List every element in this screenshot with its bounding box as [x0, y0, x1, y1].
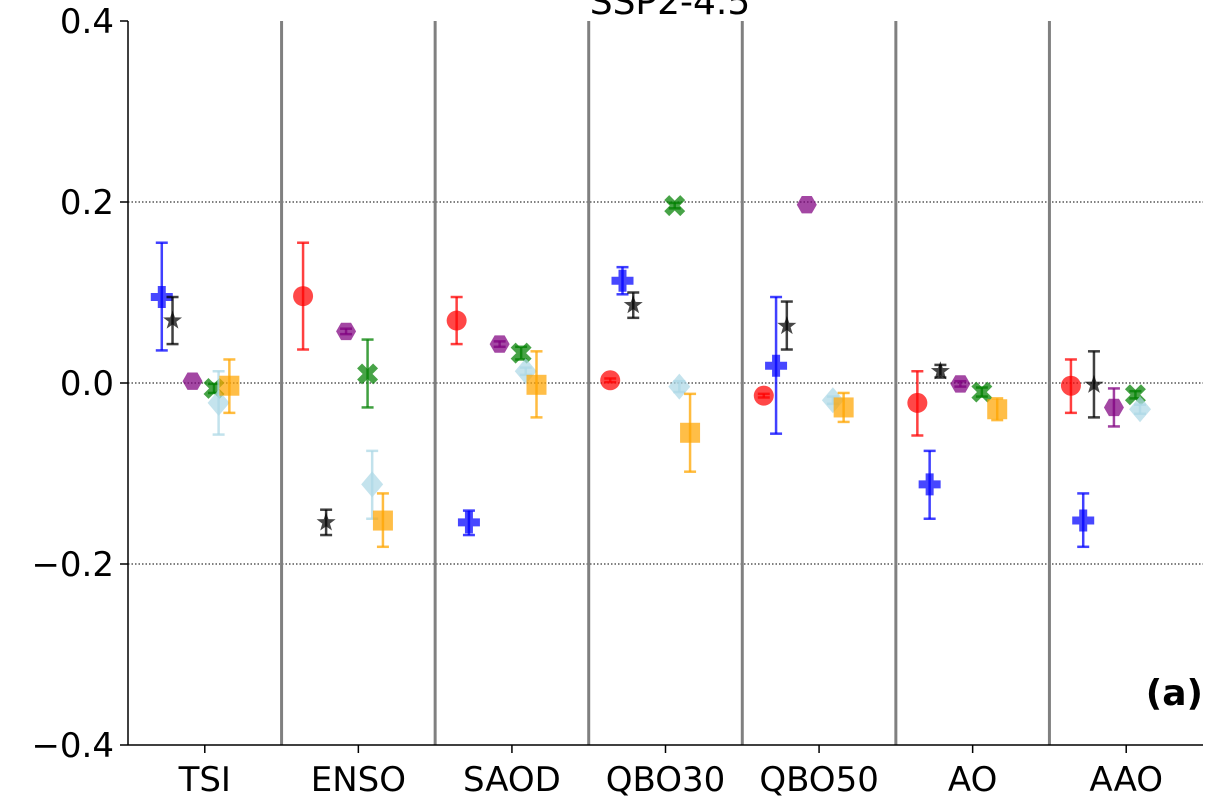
x-tick-label: TSI [178, 760, 231, 800]
circle-marker [907, 392, 928, 413]
data-point [777, 300, 797, 351]
data-point [457, 509, 480, 537]
square-marker [219, 375, 240, 396]
circle-marker [753, 385, 774, 406]
data-point [182, 372, 203, 390]
plus-marker [1072, 509, 1095, 532]
circle-marker [1060, 375, 1081, 396]
circle-marker [446, 310, 467, 331]
y-tick-label: 0.0 [60, 364, 114, 404]
data-point [489, 335, 510, 353]
data-point [219, 358, 240, 415]
data-point [623, 291, 643, 320]
data-point [930, 361, 950, 380]
data-point [600, 370, 621, 391]
star-marker [777, 315, 797, 335]
panel-label: (a) [1146, 673, 1203, 714]
plus-marker [457, 511, 480, 534]
square-marker [526, 374, 547, 395]
hexagon-marker [1103, 398, 1124, 417]
hexagon-marker [489, 335, 510, 353]
axes: 0.4 0.2 0.0 −0.2 −0.4 TSI ENSO SAOD QBO30 QBO50 AO… [31, 2, 1203, 800]
data-point [796, 196, 817, 214]
chart-title: SSP2-4.5 [590, 0, 751, 23]
plus-marker [150, 286, 173, 309]
x-marker [664, 195, 686, 217]
square-marker [372, 510, 393, 531]
data-point [668, 373, 691, 400]
data-point [207, 369, 230, 436]
category-separators [280, 21, 1051, 745]
circle-marker [293, 286, 314, 307]
data-point [753, 385, 774, 406]
circle-marker [600, 370, 621, 391]
x-marker [357, 363, 379, 385]
star-marker [316, 512, 336, 531]
x-tick-label: QBO30 [606, 760, 726, 800]
data-point [361, 449, 384, 520]
data-point [680, 392, 701, 473]
x-tick-label: SAOD [463, 760, 561, 800]
x-marker [510, 342, 532, 364]
data-point [833, 391, 854, 424]
data-point [163, 295, 183, 346]
y-tick-label: 0.2 [60, 183, 114, 223]
data-point [611, 265, 634, 296]
data-point [150, 241, 173, 352]
y-tick-label: −0.2 [31, 545, 114, 585]
grid-layer [128, 201, 1203, 565]
hexagon-marker [950, 375, 971, 393]
x-marker [971, 381, 993, 403]
data-point [316, 508, 336, 537]
star-marker [623, 295, 643, 314]
hexagon-marker [182, 372, 203, 390]
diamond-marker [207, 389, 230, 416]
data-point [765, 295, 788, 435]
star-marker [930, 361, 950, 380]
square-marker [833, 397, 854, 418]
plus-marker [765, 354, 788, 377]
data-point [664, 195, 686, 217]
data-point [293, 241, 314, 351]
data-point [336, 322, 357, 341]
plus-marker [611, 269, 634, 292]
data-point [1103, 387, 1124, 428]
data-point [907, 369, 928, 437]
data-point [1072, 492, 1095, 549]
data-points [150, 195, 1152, 549]
x-tick-label: ENSO [311, 760, 406, 800]
data-point [918, 449, 941, 520]
data-point [1060, 358, 1081, 415]
star-marker [163, 310, 183, 329]
data-point [1129, 396, 1152, 423]
y-tick-label: 0.4 [60, 2, 114, 42]
data-point [357, 338, 379, 409]
plus-marker [918, 473, 941, 496]
hexagon-marker [796, 196, 817, 214]
data-point [1084, 350, 1104, 419]
hexagon-marker [336, 322, 357, 341]
data-point [526, 350, 547, 419]
x-tick-label: AO [948, 760, 997, 800]
diamond-marker [668, 373, 691, 400]
data-point [971, 381, 993, 403]
y-tick-label: −0.4 [31, 726, 114, 766]
diamond-marker [361, 471, 384, 498]
data-point [446, 295, 467, 346]
data-point [510, 342, 532, 364]
square-marker [680, 422, 701, 443]
x-tick-label: QBO50 [759, 760, 879, 800]
x-tick-label: AAO [1089, 760, 1163, 800]
data-point [950, 375, 971, 393]
square-marker [987, 399, 1008, 420]
star-marker [1084, 374, 1104, 393]
data-point [372, 492, 393, 549]
data-point [987, 397, 1008, 422]
diamond-marker [1129, 396, 1152, 423]
